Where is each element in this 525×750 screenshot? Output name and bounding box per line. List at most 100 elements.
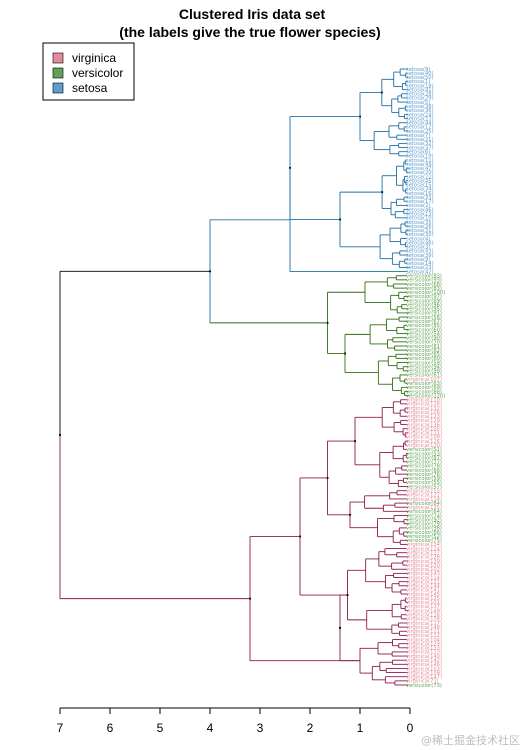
leaf-label: virginica(130) <box>406 443 442 449</box>
leaf-label: setosa(49) <box>406 162 434 168</box>
x-tick-label: 1 <box>357 721 364 735</box>
leaf-label: versicolor(65) <box>406 352 442 358</box>
leaf-label: virginica(132) <box>406 406 442 412</box>
leaf-label: setosa(48) <box>406 240 434 246</box>
leaf-label: virginica(135) <box>406 505 442 511</box>
leaf-label: setosa(30) <box>406 232 434 238</box>
leaf-label: setosa(26) <box>406 224 434 230</box>
leaf-label: setosa(10) <box>406 216 434 222</box>
leaf-label: setosa(6) <box>406 149 430 155</box>
leaf-label: setosa(16) <box>406 191 434 197</box>
leaf-label: virginica(148) <box>406 625 442 631</box>
leaf-label: versicolor(75) <box>406 538 442 544</box>
dendrogram <box>58 68 409 686</box>
leaf-label: setosa(40) <box>406 71 434 77</box>
leaf-label: virginica(122) <box>406 493 442 499</box>
chart-title: Clustered Iris data set <box>179 6 326 22</box>
leaf-label: setosa(45) <box>406 178 434 184</box>
leaf-label: setosa(5) <box>406 100 430 106</box>
leaf-label: virginica(134) <box>406 542 442 548</box>
leaf-label: setosa(7) <box>406 133 430 139</box>
x-tick-label: 5 <box>157 721 164 735</box>
leaf-label: virginica(113) <box>406 650 442 656</box>
x-tick-label: 0 <box>407 721 414 735</box>
x-tick-label: 3 <box>257 721 264 735</box>
leaf-label: versicolor(120) <box>406 393 445 399</box>
leaf-label: setosa(46) <box>406 207 434 213</box>
legend-swatch-versicolor <box>52 67 64 79</box>
leaf-label: versicolor(73) <box>406 683 442 689</box>
leaf-label: setosa(21) <box>406 137 434 143</box>
leaf-label: setosa(23) <box>406 265 434 271</box>
leaf-label: virginica(137) <box>406 604 442 610</box>
leaf-label: setosa(2) <box>406 203 430 209</box>
leaf-label: setosa(37) <box>406 145 434 151</box>
leaf-label: virginica(112) <box>406 633 442 639</box>
legend-label-virginica: virginica <box>72 51 116 65</box>
leaf-label: versicolor(63) <box>406 381 442 387</box>
leaf-label: virginica(101) <box>406 600 442 606</box>
leaf-label: virginica(106) <box>406 410 442 416</box>
leaf-label: versicolor(82) <box>406 348 442 354</box>
leaf-label: versicolor(88) <box>406 389 442 395</box>
leaf-label: setosa(41) <box>406 87 434 93</box>
leaf-label: virginica(150) <box>406 563 442 569</box>
leaf-label: setosa(18) <box>406 83 434 89</box>
leaf-label: virginica(145) <box>406 592 442 598</box>
x-axis: 7 6 5 4 3 2 1 0 <box>57 707 414 735</box>
leaf-label: versicolor(87) <box>406 455 442 461</box>
leaf-label: virginica(111) <box>406 629 442 635</box>
leaf-label: setosa(32) <box>406 141 434 147</box>
leaf-label: versicolor(68) <box>406 282 442 288</box>
leaf-label: setosa(38) <box>406 104 434 110</box>
leaf-label: virginica(119) <box>406 418 442 424</box>
leaf-label: versicolor(76) <box>406 472 442 478</box>
merge-node <box>338 626 342 629</box>
leaf-label: virginica(102) <box>406 567 442 573</box>
leaf-label: virginica(127) <box>406 551 442 557</box>
leaf-label: setosa(11) <box>406 158 434 164</box>
leaf-label: setosa(14) <box>406 261 434 267</box>
legend-label-setosa: setosa <box>72 81 108 95</box>
leaf-label: setosa(15) <box>406 183 434 189</box>
leaf-label: versicolor(51) <box>406 447 442 453</box>
leaf-label: setosa(43) <box>406 249 434 255</box>
leaf-label: setosa(31) <box>406 228 434 234</box>
leaf-label: virginica(144) <box>406 584 442 590</box>
leaf-label: setosa(25) <box>406 129 434 135</box>
leaf-label: versicolor(86) <box>406 530 442 536</box>
leaf-label: versicolor(52) <box>406 534 442 540</box>
leaf-label: versicolor(93) <box>406 278 442 284</box>
chart-subtitle: (the labels give the true flower species… <box>119 24 380 40</box>
leaf-label: virginica(136) <box>406 422 442 428</box>
leaf-label: setosa(27) <box>406 116 434 122</box>
leaf-label: versicolor(69) <box>406 385 442 391</box>
leaf-label: virginica(142) <box>406 658 442 664</box>
x-tick-label: 6 <box>107 721 114 735</box>
leaf-label: versicolor(55) <box>406 480 442 486</box>
legend: virginica versicolor setosa <box>42 42 135 101</box>
leaf-label: versicolor(99) <box>406 369 442 375</box>
leaf-label: setosa(39) <box>406 253 434 259</box>
leaf-label: versicolor(81) <box>406 344 442 350</box>
leaf-label: virginica(123) <box>406 414 442 420</box>
legend-swatch-virginica <box>52 52 64 64</box>
leaf-label: virginica(128) <box>406 555 442 561</box>
leaf-label: setosa(20) <box>406 170 434 176</box>
leaf-label: versicolor(83) <box>406 286 442 292</box>
leaf-label: versicolor(57) <box>406 484 442 490</box>
leaf-label: virginica(110) <box>406 398 442 404</box>
leaf-label: versicolor(90) <box>406 336 442 342</box>
leaf-label: virginica(126) <box>406 439 442 445</box>
leaf-label: versicolor(95) <box>406 307 442 313</box>
leaf-label: versicolor(60) <box>406 327 442 333</box>
leaf-label: virginica(108) <box>406 435 442 441</box>
leaf-label: virginica(147) <box>406 675 442 681</box>
leaf-label: versicolor(74) <box>406 513 442 519</box>
x-tick-label: 7 <box>57 721 64 735</box>
leaf-label: virginica(104) <box>406 637 442 643</box>
leaf-label: versicolor(92) <box>406 517 442 523</box>
x-tick-label: 4 <box>207 721 214 735</box>
leaf-labels: setosa(8)setosa(40)setosa(50)setosa(1)se… <box>406 67 445 689</box>
leaf-label: virginica(133) <box>406 646 442 652</box>
